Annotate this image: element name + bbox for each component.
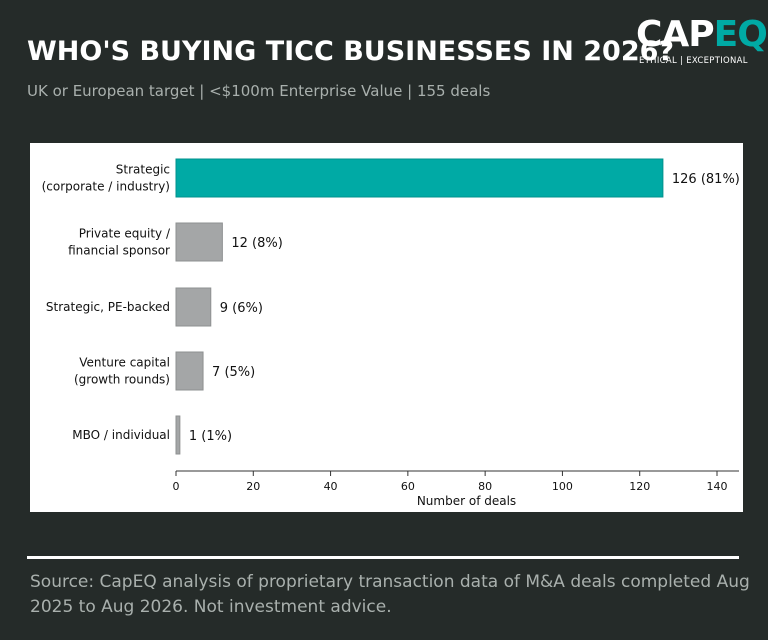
source-note: Source: CapEQ analysis of proprietary tr…: [30, 572, 750, 617]
footer-divider: [27, 556, 739, 559]
logo-wordmark-cap: CAP: [636, 14, 715, 55]
bar: [175, 415, 181, 455]
logo-wordmark: CAPEQ: [636, 14, 768, 56]
category-label: Strategic: [116, 163, 170, 177]
x-tick-label: 40: [324, 480, 338, 493]
x-tick-label: 20: [246, 480, 260, 493]
x-tick-label: 100: [552, 480, 573, 493]
chart-panel: 126 (81%) Strategic (corporate / industry)…: [30, 143, 743, 512]
data-label: 12 (8%): [231, 236, 282, 251]
x-axis-label: Number of deals: [417, 494, 516, 508]
data-label: 7 (5%): [212, 365, 255, 380]
capeq-logo: CAPEQ ETHICAL | EXCEPTIONAL: [636, 14, 768, 70]
data-label: 126 (81%): [672, 172, 740, 187]
data-label: 1 (1%): [189, 429, 232, 444]
x-tick-label: 0: [173, 480, 180, 493]
category-label: financial sponsor: [68, 244, 170, 258]
x-tick-label: 80: [478, 480, 492, 493]
category-label: Venture capital: [79, 356, 170, 370]
category-label: MBO / individual: [72, 428, 170, 442]
category-label: Strategic, PE-backed: [46, 300, 170, 314]
chart-subtitle: UK or European target | <$100m Enterpris…: [27, 82, 491, 100]
chart-title: WHO'S BUYING TICC BUSINESSES IN 2026?: [27, 36, 675, 67]
bar: [175, 351, 204, 391]
category-label: (corporate / industry): [42, 180, 170, 194]
category-label: (growth rounds): [74, 373, 170, 387]
bar: [175, 158, 664, 198]
bar: [175, 222, 223, 262]
logo-wordmark-eq: EQ: [713, 14, 768, 55]
x-tick-label: 60: [401, 480, 415, 493]
bar-chart: 126 (81%) Strategic (corporate / industry)…: [42, 158, 740, 508]
category-label: Private equity /: [79, 227, 171, 241]
bar: [175, 287, 212, 327]
data-label: 9 (6%): [220, 301, 263, 316]
x-tick-label: 120: [629, 480, 650, 493]
logo-tagline: ETHICAL | EXCEPTIONAL: [639, 56, 748, 66]
x-tick-label: 140: [707, 480, 728, 493]
